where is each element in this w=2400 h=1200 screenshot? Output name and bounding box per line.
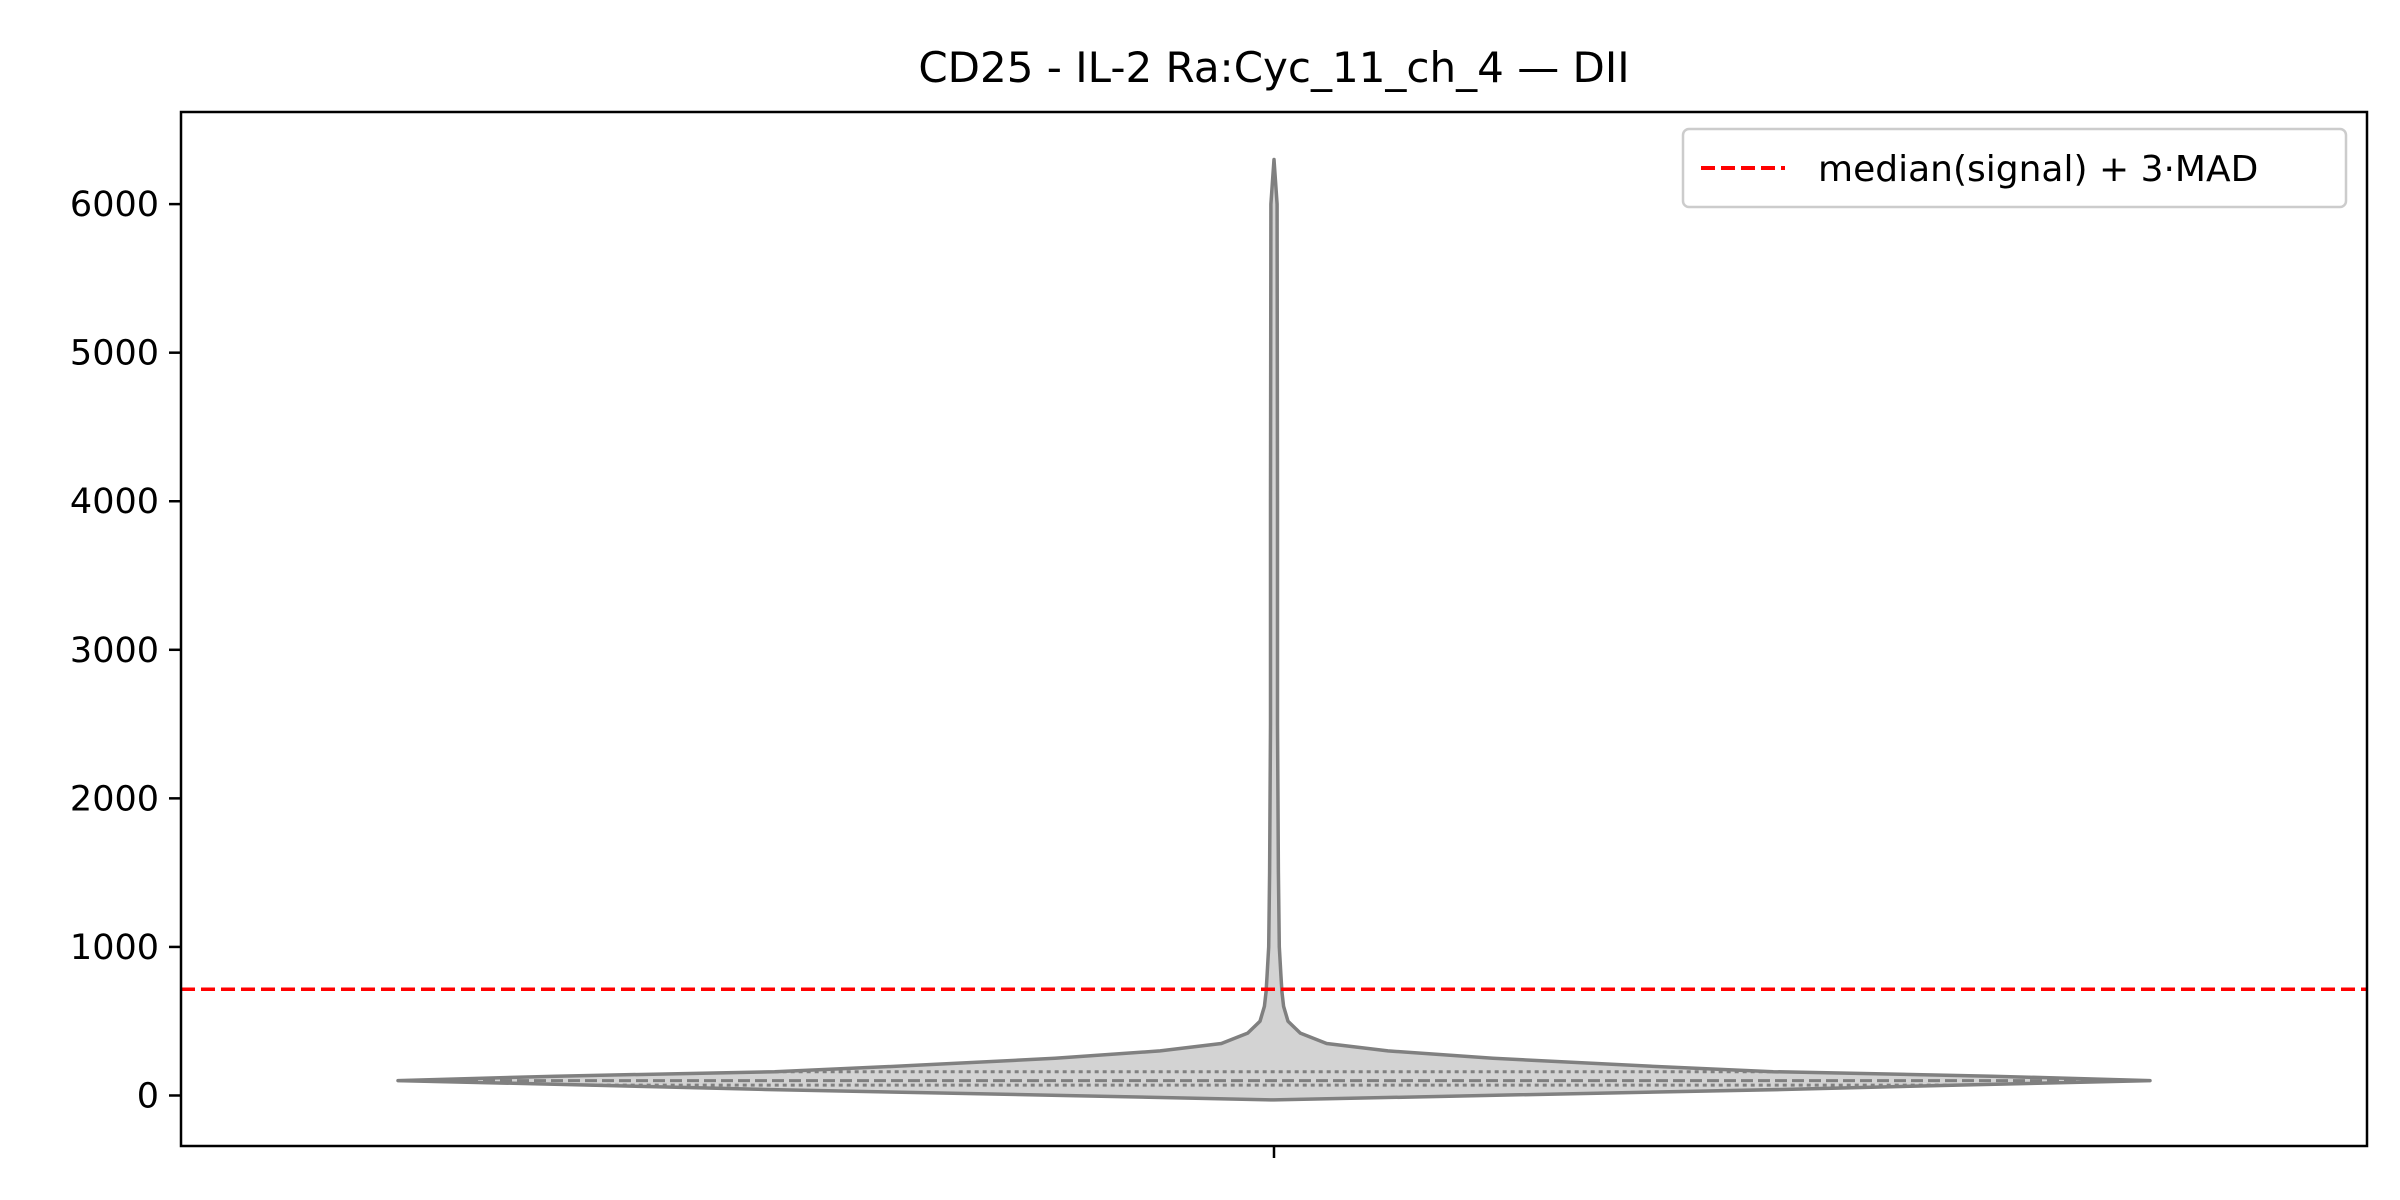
plot-area [181, 157, 2367, 1102]
y-axis-tick-label: 2000 [70, 779, 159, 819]
chart-title: CD25 - IL-2 Ra:Cyc_11_ch_4 — DII [918, 43, 1629, 92]
violin-body [396, 157, 2152, 1102]
legend-box [1681, 127, 2348, 209]
y-axis: 0 1000 2000 3000 4000 5000 6000 [70, 185, 181, 1116]
legend: median(signal) + 3·MAD [1681, 127, 2348, 209]
y-axis-tick-label: 4000 [70, 482, 159, 522]
y-axis-tick-label: 0 [137, 1076, 159, 1116]
y-axis-tick-label: 5000 [70, 334, 159, 374]
y-axis-tick-label: 3000 [70, 631, 159, 671]
legend-label: median(signal) + 3·MAD [1818, 149, 2258, 190]
y-axis-tick-label: 1000 [70, 928, 159, 968]
y-axis-tick-label: 6000 [70, 185, 159, 225]
